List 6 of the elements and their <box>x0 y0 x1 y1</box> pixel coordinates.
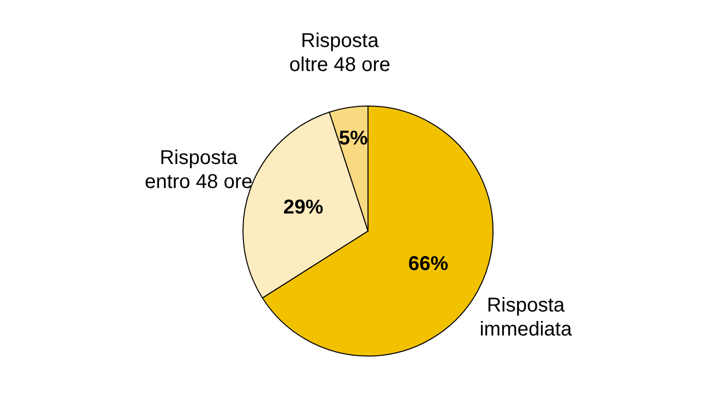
slice-label: Risposta immediata <box>480 294 573 341</box>
data-label: 29% <box>283 196 324 219</box>
slice-label: Risposta oltre 48 ore <box>289 30 390 76</box>
data-label: 66% <box>408 253 448 276</box>
slice-label: Risposta entro 48 ore <box>144 147 253 194</box>
data-label: 5% <box>338 127 368 150</box>
